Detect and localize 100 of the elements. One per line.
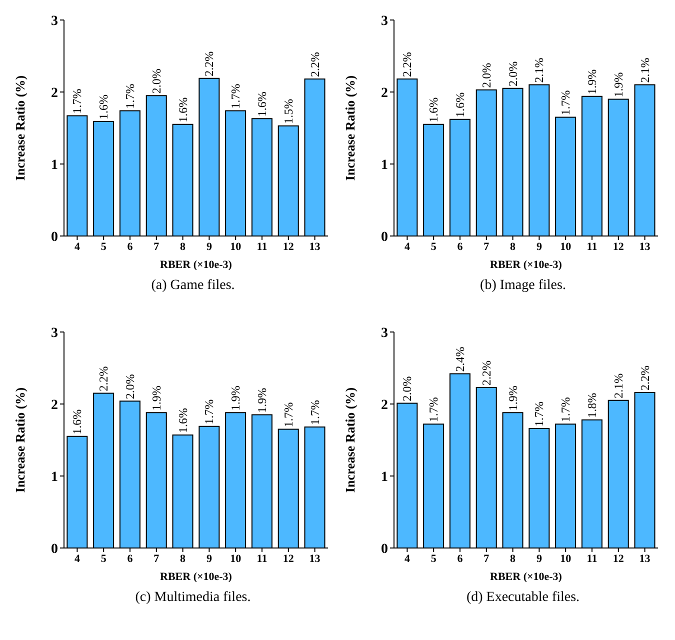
- text: (d) Executable files.: [465, 590, 581, 606]
- x-axis-title: RBER (×10e-3): [160, 571, 232, 583]
- data-label: 1.9%: [254, 388, 269, 413]
- data-label: 2.1%: [611, 373, 626, 398]
- x-tick-label: 11: [586, 552, 598, 565]
- data-label: 2.2%: [96, 366, 111, 392]
- data-label: 1.8%: [584, 392, 599, 418]
- y-tick-label: 3: [51, 14, 58, 29]
- x-tick-label: 8: [180, 552, 186, 565]
- y-tick-label: 3: [381, 326, 388, 341]
- x-tick-label: 6: [457, 240, 464, 253]
- y-tick-label: 2: [51, 86, 58, 101]
- x-tick-label: 8: [510, 240, 516, 253]
- x-tick-label: 4: [74, 240, 80, 253]
- data-label: 1.9%: [228, 386, 243, 411]
- y-axis-title: Increase Ratio (%): [12, 387, 28, 493]
- x-tick-label: 10: [560, 240, 572, 253]
- x-tick-label: 12: [282, 552, 294, 565]
- data-label: 1.6%: [176, 408, 190, 433]
- x-tick-label: 12: [612, 240, 624, 253]
- x-tick-label: 7: [154, 552, 160, 565]
- data-label: 2.2%: [638, 365, 652, 390]
- data-label: 2.0%: [149, 68, 164, 94]
- text: (a) Game files.: [150, 278, 236, 294]
- data-label: 2.0%: [479, 62, 494, 88]
- y-tick-label: 2: [381, 86, 388, 101]
- x-tick-label: 13: [639, 240, 651, 253]
- x-tick-label: 7: [484, 240, 490, 253]
- data-label: 2.0%: [122, 374, 137, 400]
- text: (c) Multimedia files.: [134, 590, 252, 606]
- x-tick-label: 4: [404, 552, 410, 565]
- y-tick-label: 0: [381, 230, 388, 245]
- data-label: 1.9%: [506, 386, 520, 411]
- data-label: 2.1%: [638, 58, 652, 83]
- x-tick-label: 10: [230, 240, 242, 253]
- x-tick-label: 12: [282, 240, 294, 253]
- x-tick-label: 5: [430, 240, 437, 253]
- data-label: 1.9%: [611, 72, 626, 98]
- data-label: 2.4%: [452, 346, 467, 372]
- x-tick-label: 4: [74, 552, 80, 565]
- data-label: 1.6%: [426, 97, 441, 122]
- data-label: 1.9%: [584, 69, 599, 94]
- x-tick-label: 8: [180, 240, 186, 253]
- data-label: 1.7%: [532, 401, 546, 426]
- x-tick-label: 10: [560, 552, 572, 565]
- x-tick-label: 13: [639, 552, 651, 565]
- data-label: 2.2%: [202, 51, 216, 76]
- data-label: 1.5%: [281, 98, 296, 124]
- x-tick-label: 10: [230, 552, 242, 565]
- x-axis-title: RBER (×10e-3): [490, 571, 562, 583]
- data-label: 1.7%: [308, 400, 322, 426]
- y-tick-label: 1: [51, 470, 58, 485]
- data-label: 1.6%: [176, 97, 190, 122]
- text: (b) Image files.: [479, 278, 567, 294]
- x-tick-label: 6: [457, 552, 464, 565]
- data-label: 1.7%: [558, 90, 573, 116]
- x-axis-title: RBER (×10e-3): [160, 259, 232, 271]
- data-label: 1.6%: [70, 409, 84, 434]
- x-tick-label: 11: [586, 240, 598, 253]
- data-label: 1.6%: [96, 94, 111, 120]
- y-tick-label: 1: [381, 470, 388, 485]
- x-tick-label: 7: [484, 552, 490, 565]
- x-tick-label: 11: [256, 240, 268, 253]
- data-label: 1.7%: [426, 397, 441, 422]
- x-tick-label: 13: [309, 240, 321, 253]
- data-label: 2.2%: [479, 360, 494, 386]
- y-tick-label: 0: [51, 230, 58, 245]
- y-tick-label: 1: [51, 158, 58, 173]
- x-tick-label: 11: [256, 552, 268, 565]
- x-tick-label: 5: [100, 240, 107, 253]
- y-axis-title: Increase Ratio (%): [12, 75, 28, 181]
- data-label: 2.2%: [308, 52, 322, 78]
- data-label: 2.1%: [532, 58, 546, 83]
- data-label: 2.0%: [506, 61, 520, 86]
- x-tick-label: 9: [536, 552, 542, 565]
- y-tick-label: 2: [51, 398, 58, 413]
- y-axis-title: Increase Ratio (%): [342, 75, 358, 181]
- data-label: 2.0%: [400, 376, 414, 402]
- y-tick-label: 2: [381, 398, 388, 413]
- x-tick-label: 6: [127, 240, 134, 253]
- x-tick-label: 5: [100, 552, 107, 565]
- x-tick-label: 8: [510, 552, 516, 565]
- data-label: 2.2%: [400, 52, 414, 78]
- data-label: 1.6%: [452, 92, 467, 118]
- x-tick-label: 7: [154, 240, 160, 253]
- x-tick-label: 9: [206, 240, 212, 253]
- data-label: 1.7%: [281, 402, 296, 428]
- x-tick-label: 4: [404, 240, 410, 253]
- data-label: 1.7%: [228, 84, 243, 109]
- data-label: 1.7%: [122, 84, 137, 109]
- y-axis-title: Increase Ratio (%): [342, 387, 358, 493]
- x-tick-label: 12: [612, 552, 624, 565]
- x-tick-label: 9: [206, 552, 212, 565]
- data-label: 1.7%: [202, 399, 216, 424]
- y-tick-label: 3: [51, 326, 58, 341]
- data-label: 1.7%: [558, 397, 573, 422]
- x-tick-label: 13: [309, 552, 321, 565]
- y-tick-label: 0: [51, 542, 58, 557]
- data-label: 1.9%: [149, 386, 164, 411]
- data-label: 1.6%: [254, 92, 269, 117]
